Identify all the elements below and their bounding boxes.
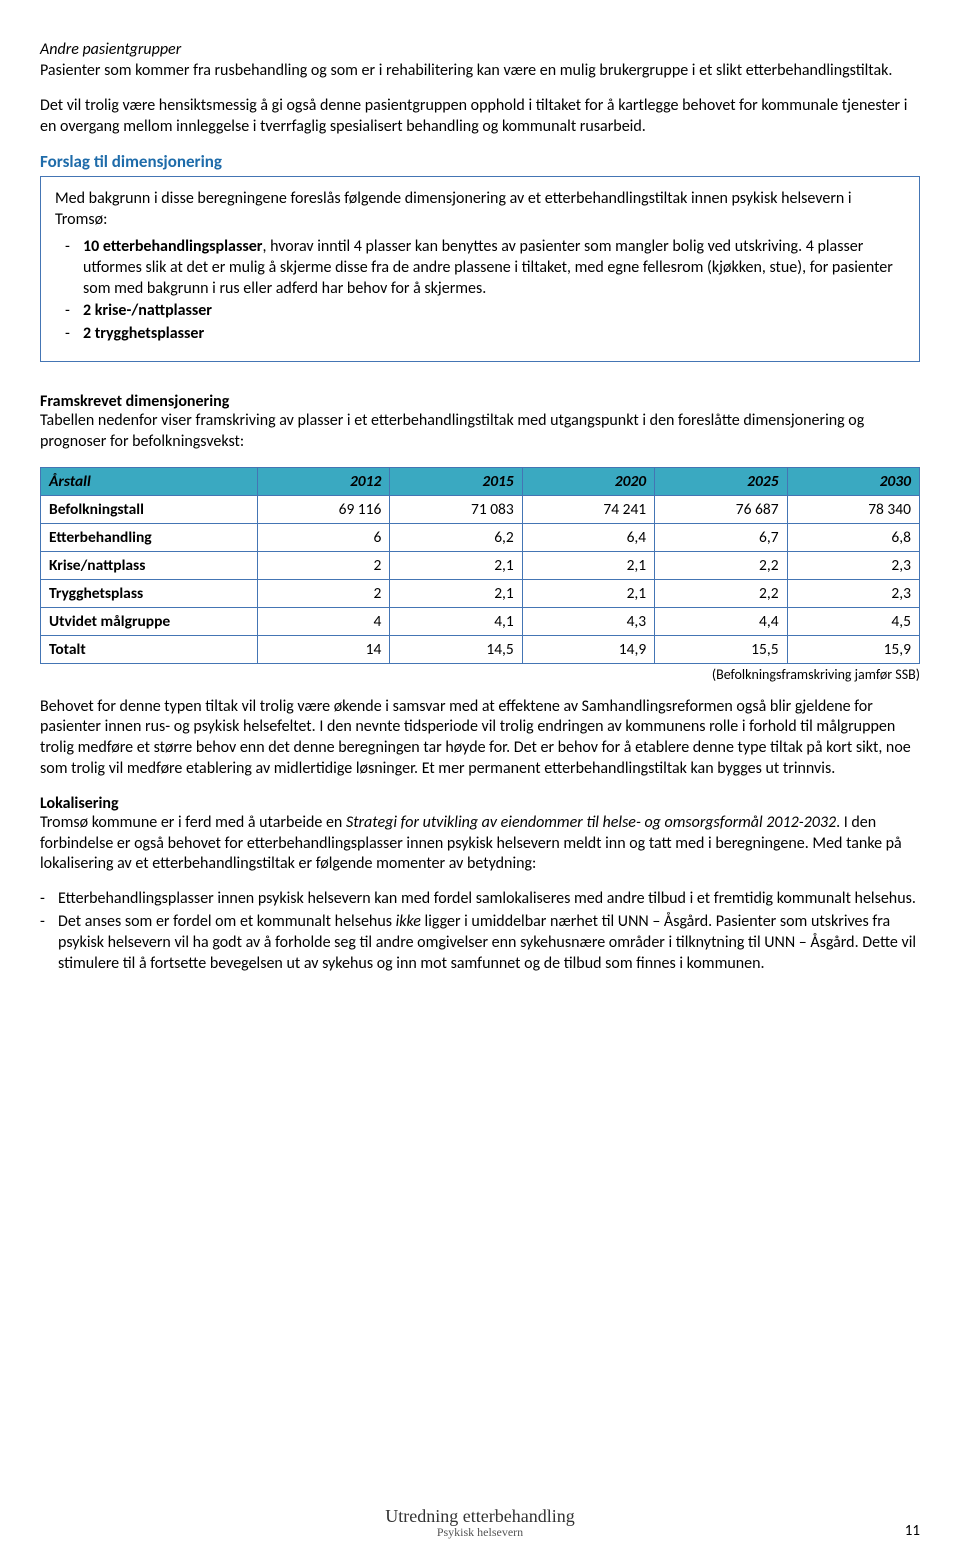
table-cell: 6,4 bbox=[522, 523, 654, 551]
table-row: Utvidet målgruppe44,14,34,44,5 bbox=[41, 607, 920, 635]
footer-line1: Utredning etterbehandling bbox=[40, 1507, 920, 1525]
table-cell: 4,5 bbox=[787, 607, 919, 635]
table-cell: 6,8 bbox=[787, 523, 919, 551]
section4-p1: Behovet for denne typen tiltak vil troli… bbox=[40, 697, 920, 780]
section1-p2: Det vil trolig være hensiktsmessig å gi … bbox=[40, 96, 920, 138]
table-cell: 2,1 bbox=[522, 579, 654, 607]
table-cell: Etterbehandling bbox=[41, 523, 258, 551]
table-header-row: Årstall 2012 2015 2020 2025 2030 bbox=[41, 467, 920, 495]
table-cell: 2,2 bbox=[655, 579, 787, 607]
section3-title: Framskrevet dimensjonering bbox=[40, 392, 920, 411]
section1-title: Andre pasientgrupper bbox=[40, 40, 920, 59]
table-cell: 2,3 bbox=[787, 579, 919, 607]
table-cell: 4,4 bbox=[655, 607, 787, 635]
table-cell: Utvidet målgruppe bbox=[41, 607, 258, 635]
bullet-bold: 2 trygghetsplasser bbox=[83, 324, 204, 343]
table-cell: 78 340 bbox=[787, 495, 919, 523]
table-cell: 2,2 bbox=[655, 551, 787, 579]
table-cell: 14 bbox=[258, 635, 390, 663]
table-cell: 2,3 bbox=[787, 551, 919, 579]
table-cell: 15,9 bbox=[787, 635, 919, 663]
table-cell: 6,2 bbox=[390, 523, 522, 551]
section5-intro-italic: Strategi for utvikling av eiendommer til… bbox=[346, 813, 836, 832]
table-header: 2025 bbox=[655, 467, 787, 495]
list-item: Det anses som er fordel om et kommunalt … bbox=[58, 912, 920, 974]
table-cell: 74 241 bbox=[522, 495, 654, 523]
section5-intro: Tromsø kommune er i ferd med å utarbeide… bbox=[40, 813, 920, 875]
table-row: Krise/nattplass22,12,12,22,3 bbox=[41, 551, 920, 579]
table-header: 2030 bbox=[787, 467, 919, 495]
section5-list: Etterbehandlingsplasser innen psykisk he… bbox=[40, 889, 920, 974]
table-cell: 14,9 bbox=[522, 635, 654, 663]
table-note: (Befolkningsframskriving jamfør SSB) bbox=[40, 666, 920, 683]
section1-p1: Pasienter som kommer fra rusbehandling o… bbox=[40, 61, 920, 82]
framskriving-table: Årstall 2012 2015 2020 2025 2030 Befolkn… bbox=[40, 467, 920, 664]
table-cell: 2,1 bbox=[390, 551, 522, 579]
table-cell: Trygghetsplass bbox=[41, 579, 258, 607]
section5-title: Lokalisering bbox=[40, 794, 920, 813]
list-item: 2 krise-/nattplasser bbox=[83, 301, 905, 322]
table-cell: 71 083 bbox=[390, 495, 522, 523]
table-header: 2020 bbox=[522, 467, 654, 495]
section2-list: 10 etterbehandlingsplasser, hvorav innti… bbox=[55, 237, 905, 345]
dimensjonering-box: Med bakgrunn i disse beregningene foresl… bbox=[40, 176, 920, 362]
table-cell: 76 687 bbox=[655, 495, 787, 523]
table-row: Etterbehandling66,26,46,76,8 bbox=[41, 523, 920, 551]
section2-intro: Med bakgrunn i disse beregningene foresl… bbox=[55, 189, 905, 231]
table-row: Befolkningstall69 11671 08374 24176 6877… bbox=[41, 495, 920, 523]
table-cell: 2 bbox=[258, 551, 390, 579]
bullet-bold: 10 etterbehandlingsplasser bbox=[83, 237, 262, 256]
table-cell: Krise/nattplass bbox=[41, 551, 258, 579]
table-cell: 69 116 bbox=[258, 495, 390, 523]
page-number: 11 bbox=[905, 1522, 920, 1540]
table-cell: Befolkningstall bbox=[41, 495, 258, 523]
section3-intro: Tabellen nedenfor viser framskriving av … bbox=[40, 411, 920, 453]
list-item: 2 trygghetsplasser bbox=[83, 324, 905, 345]
table-header: 2012 bbox=[258, 467, 390, 495]
footer: Utredning etterbehandling Psykisk helsev… bbox=[40, 1507, 920, 1540]
table-cell: 2 bbox=[258, 579, 390, 607]
section2-title: Forslag til dimensjonering bbox=[40, 151, 920, 172]
bullet-bold: 2 krise-/nattplasser bbox=[83, 301, 212, 320]
table-row: Totalt1414,514,915,515,9 bbox=[41, 635, 920, 663]
list-item: Etterbehandlingsplasser innen psykisk he… bbox=[58, 889, 920, 910]
table-header: Årstall bbox=[41, 467, 258, 495]
table-cell: 2,1 bbox=[390, 579, 522, 607]
table-cell: Totalt bbox=[41, 635, 258, 663]
list-item: 10 etterbehandlingsplasser, hvorav innti… bbox=[83, 237, 905, 299]
table-cell: 4,3 bbox=[522, 607, 654, 635]
table-header: 2015 bbox=[390, 467, 522, 495]
table-cell: 14,5 bbox=[390, 635, 522, 663]
table-cell: 2,1 bbox=[522, 551, 654, 579]
table-row: Trygghetsplass22,12,12,22,3 bbox=[41, 579, 920, 607]
footer-line2: Psykisk helsevern bbox=[40, 1525, 920, 1540]
table-cell: 6 bbox=[258, 523, 390, 551]
section5-intro-a: Tromsø kommune er i ferd med å utarbeide… bbox=[40, 813, 346, 832]
table-cell: 4,1 bbox=[390, 607, 522, 635]
table-cell: 6,7 bbox=[655, 523, 787, 551]
table-cell: 15,5 bbox=[655, 635, 787, 663]
table-cell: 4 bbox=[258, 607, 390, 635]
